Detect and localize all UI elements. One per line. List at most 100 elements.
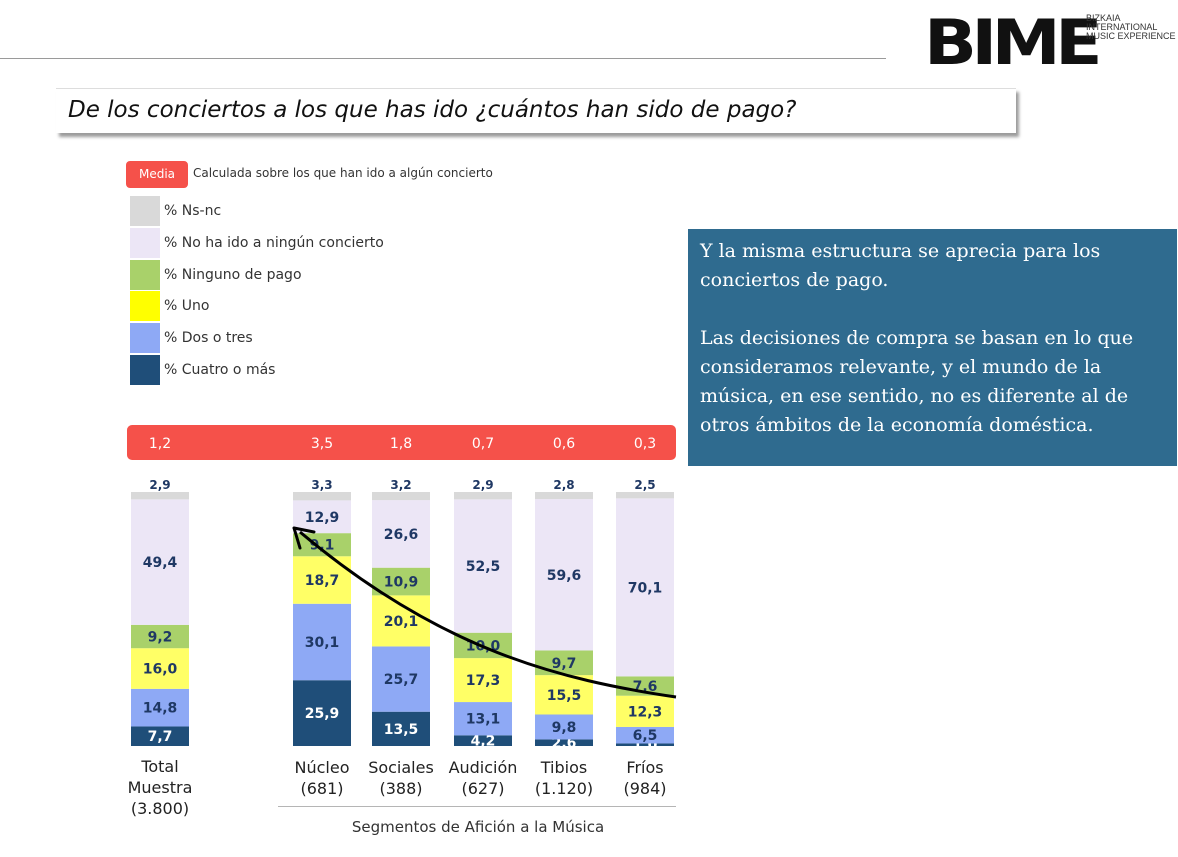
bar-segment bbox=[616, 695, 674, 727]
data-label: 3,3 bbox=[311, 478, 332, 492]
x-tick-line: (627) bbox=[461, 779, 505, 798]
bar-segment bbox=[454, 499, 512, 633]
logo-line-3: MUSIC EXPERIENCE bbox=[1086, 31, 1176, 41]
x-tick-label: Sociales (388) bbox=[346, 757, 456, 799]
x-tick-line: (681) bbox=[300, 779, 344, 798]
segment-group-line bbox=[278, 806, 676, 807]
commentary-box: Y la misma estructura se aprecia para lo… bbox=[688, 229, 1177, 466]
legend-swatch bbox=[130, 196, 160, 226]
bar-segment bbox=[372, 500, 430, 568]
x-tick-line: (388) bbox=[379, 779, 423, 798]
x-tick-label: Fríos (984) bbox=[590, 757, 700, 799]
data-label: 17,3 bbox=[466, 673, 501, 689]
bar-segment bbox=[535, 714, 593, 740]
x-tick-line: Audición bbox=[448, 758, 518, 777]
data-label: 2,6 bbox=[552, 736, 577, 752]
media-value: 1,8 bbox=[390, 436, 412, 452]
data-label: 15,5 bbox=[547, 688, 582, 704]
logo-tagline: BIZKAIA INTERNATIONAL MUSIC EXPERIENCE bbox=[1086, 14, 1176, 41]
x-tick-line: Núcleo bbox=[294, 758, 350, 777]
legend-label: % Ninguno de pago bbox=[164, 267, 302, 283]
media-value: 3,5 bbox=[311, 436, 333, 452]
bar-segment bbox=[131, 688, 189, 727]
bar-segment bbox=[372, 646, 430, 712]
x-tick-line: Total bbox=[141, 757, 179, 776]
data-label: 13,5 bbox=[384, 722, 419, 738]
data-label: 9,7 bbox=[552, 656, 577, 672]
data-label: 18,7 bbox=[305, 573, 340, 589]
bar-segment bbox=[372, 711, 430, 746]
trend-arrow bbox=[299, 530, 677, 699]
media-value: 0,3 bbox=[634, 436, 656, 452]
trend-arrow-head bbox=[292, 526, 316, 550]
legend-swatch bbox=[130, 323, 160, 353]
legend-label: % Dos o tres bbox=[164, 330, 253, 346]
legend-swatch bbox=[130, 228, 160, 258]
bar-segment bbox=[293, 500, 351, 534]
legend-swatch bbox=[130, 260, 160, 290]
logo-line-1: BIZKAIA bbox=[1086, 13, 1121, 23]
bar-segment bbox=[454, 702, 512, 736]
bar-segment bbox=[616, 498, 674, 677]
media-value: 0,6 bbox=[553, 436, 575, 452]
media-badge: Media bbox=[126, 161, 188, 188]
bar-segment bbox=[535, 675, 593, 715]
bar-segment bbox=[535, 650, 593, 676]
x-tick-label: Total Muestra (3.800) bbox=[105, 756, 215, 819]
data-label: 12,9 bbox=[305, 510, 340, 526]
bar-segment bbox=[293, 603, 351, 681]
legend-swatch bbox=[130, 291, 160, 321]
x-tick-line: Fríos bbox=[626, 758, 664, 777]
commentary-paragraph-2: Las decisiones de compra se basan en lo … bbox=[700, 327, 1134, 436]
logo-word: BIME bbox=[924, 6, 1103, 79]
bar-segment bbox=[535, 739, 593, 746]
data-label: 25,7 bbox=[384, 672, 419, 688]
bar-segment bbox=[131, 499, 189, 625]
data-label: 2,5 bbox=[634, 478, 655, 492]
media-value: 0,7 bbox=[472, 436, 494, 452]
data-label: 10,9 bbox=[384, 575, 419, 591]
bar-segment bbox=[131, 624, 189, 649]
x-tick-label: Tibios (1.120) bbox=[509, 757, 619, 799]
data-label: 26,6 bbox=[384, 527, 419, 543]
logo-line-2: INTERNATIONAL bbox=[1086, 22, 1158, 32]
bar-segment bbox=[372, 492, 430, 501]
commentary-paragraph-1: Y la misma estructura se aprecia para lo… bbox=[700, 240, 1101, 291]
data-label: 9,2 bbox=[148, 630, 173, 646]
bar-segment bbox=[131, 492, 189, 500]
data-label: 4,2 bbox=[471, 734, 496, 750]
bar-segment bbox=[454, 735, 512, 746]
legend-label: % Cuatro o más bbox=[164, 362, 276, 378]
bar-segment bbox=[454, 492, 512, 500]
legend-label: % Ns-nc bbox=[164, 203, 222, 219]
media-note: Calculada sobre los que han ido a algún … bbox=[193, 166, 493, 180]
x-tick-label: Audición (627) bbox=[428, 757, 538, 799]
bar-segment bbox=[535, 499, 593, 651]
x-tick-label: Núcleo (681) bbox=[267, 757, 377, 799]
bar-segment bbox=[131, 726, 189, 746]
media-value: 1,2 bbox=[149, 436, 171, 452]
x-tick-line: Sociales bbox=[368, 758, 434, 777]
bar-segment bbox=[454, 658, 512, 703]
data-label: 49,4 bbox=[143, 555, 178, 571]
data-label: 2,8 bbox=[553, 478, 574, 492]
bar-segment bbox=[372, 567, 430, 596]
data-label: 52,5 bbox=[466, 559, 501, 575]
data-label: 6,5 bbox=[633, 728, 658, 744]
data-label: 70,1 bbox=[628, 580, 663, 596]
data-label: 3,2 bbox=[390, 478, 411, 492]
x-tick-line: Muestra bbox=[127, 778, 193, 797]
bar-segment bbox=[293, 492, 351, 501]
legend-label: % Uno bbox=[164, 298, 210, 314]
x-tick-line: (984) bbox=[623, 779, 667, 798]
data-label: 12,3 bbox=[628, 704, 663, 720]
bime-logo: BIME BIZKAIA INTERNATIONAL MUSIC EXPERIE… bbox=[924, 6, 1176, 82]
data-label: 20,1 bbox=[384, 614, 419, 630]
bar-segment bbox=[293, 680, 351, 746]
data-label: 2,9 bbox=[472, 478, 493, 492]
data-label: 7,7 bbox=[148, 729, 173, 745]
bar-segment bbox=[616, 743, 674, 746]
bar-segment bbox=[535, 492, 593, 500]
x-tick-line: Tibios bbox=[540, 758, 588, 777]
